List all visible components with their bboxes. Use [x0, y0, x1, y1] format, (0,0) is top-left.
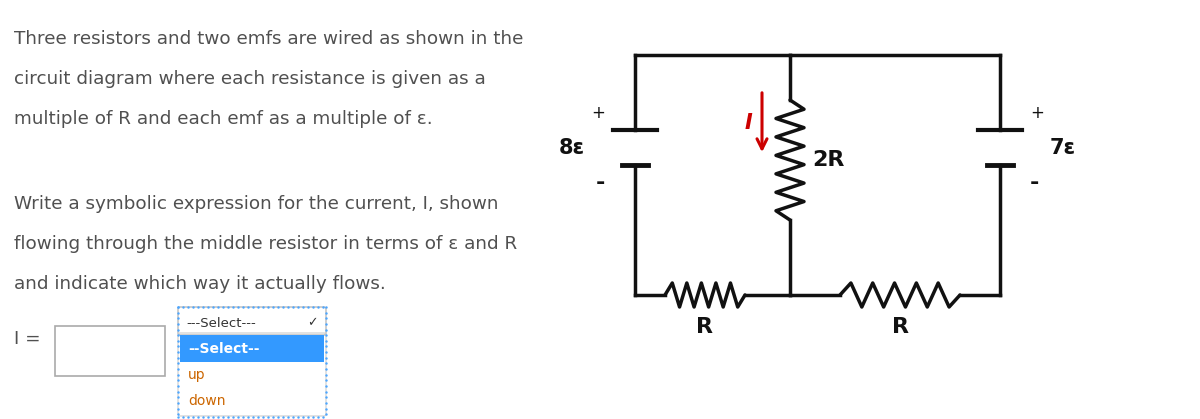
Text: -: - — [1030, 173, 1039, 193]
Text: 2R: 2R — [812, 150, 845, 170]
Text: circuit diagram where each resistance is given as a: circuit diagram where each resistance is… — [14, 70, 486, 88]
Text: ✓: ✓ — [307, 316, 317, 329]
Bar — [180, 388, 324, 414]
Text: -: - — [595, 173, 605, 193]
Text: 8ε: 8ε — [559, 137, 586, 158]
Text: I =: I = — [14, 330, 41, 348]
Text: Write a symbolic expression for the current, I, shown: Write a symbolic expression for the curr… — [14, 195, 498, 213]
Text: up: up — [188, 368, 205, 382]
Text: 7ε: 7ε — [1050, 137, 1076, 158]
Text: ---Select---: ---Select--- — [186, 316, 256, 329]
Bar — [180, 335, 324, 362]
Bar — [180, 362, 324, 388]
Text: I: I — [744, 112, 752, 132]
Text: --Select--: --Select-- — [188, 341, 259, 355]
Text: R: R — [892, 317, 908, 337]
Text: down: down — [188, 394, 226, 408]
Text: +: + — [1030, 104, 1044, 122]
Text: flowing through the middle resistor in terms of ε and R: flowing through the middle resistor in t… — [14, 235, 517, 253]
Text: Three resistors and two emfs are wired as shown in the: Three resistors and two emfs are wired a… — [14, 30, 523, 48]
Text: and indicate which way it actually flows.: and indicate which way it actually flows… — [14, 275, 385, 293]
Text: R: R — [696, 317, 714, 337]
Bar — [55, 326, 166, 376]
Text: multiple of R and each emf as a multiple of ε.: multiple of R and each emf as a multiple… — [14, 110, 433, 128]
FancyBboxPatch shape — [178, 307, 326, 335]
Text: +: + — [592, 104, 605, 122]
